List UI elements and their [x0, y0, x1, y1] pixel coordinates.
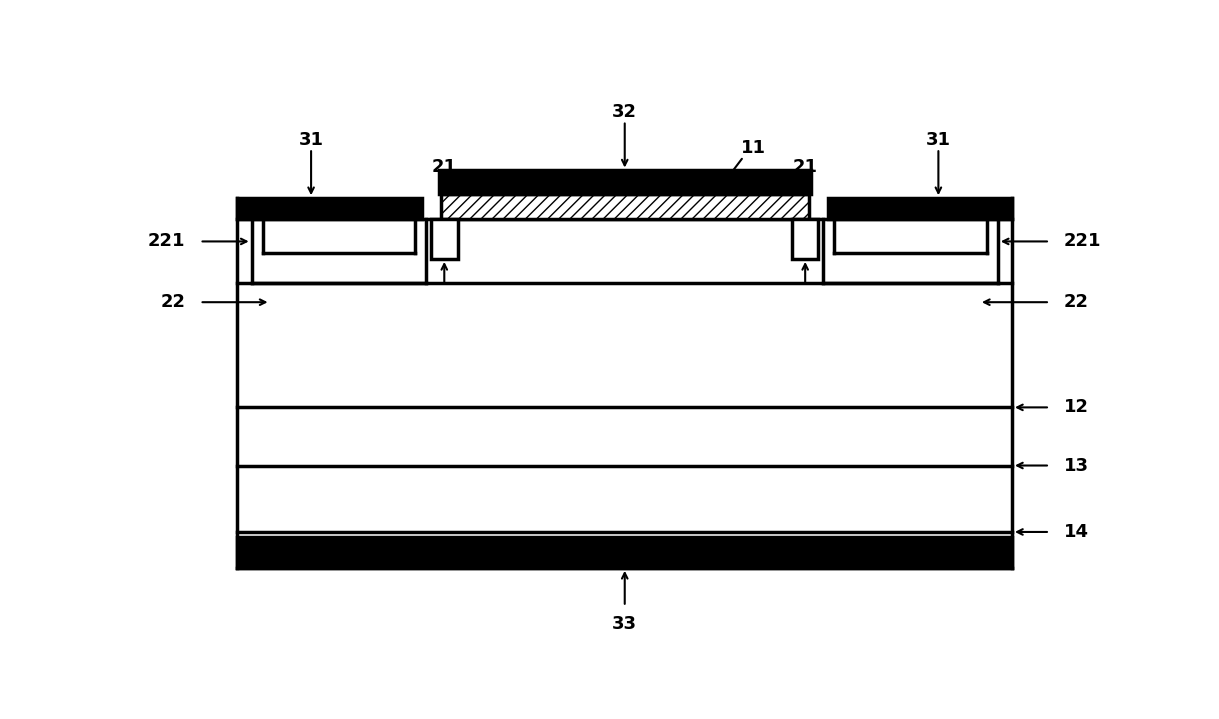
Text: 31: 31	[926, 131, 951, 149]
Text: 22: 22	[1064, 293, 1089, 311]
Bar	[828, 198, 1012, 219]
Bar	[238, 198, 422, 219]
Text: 31: 31	[299, 131, 323, 149]
Text: 12: 12	[1064, 398, 1089, 416]
Text: 21: 21	[432, 157, 457, 175]
Bar	[439, 170, 811, 193]
Text: 13: 13	[1064, 457, 1089, 475]
Text: 221: 221	[147, 232, 185, 250]
Bar	[238, 538, 1012, 568]
Text: 22: 22	[161, 293, 185, 311]
Text: 32: 32	[612, 104, 638, 122]
Bar	[432, 219, 457, 259]
Bar	[440, 193, 809, 219]
Text: 11: 11	[740, 139, 766, 157]
Text: 221: 221	[1064, 232, 1102, 250]
Bar	[792, 219, 818, 259]
Text: 14: 14	[1064, 523, 1089, 541]
Text: 33: 33	[612, 615, 638, 633]
Text: 21: 21	[792, 157, 818, 175]
